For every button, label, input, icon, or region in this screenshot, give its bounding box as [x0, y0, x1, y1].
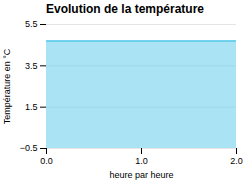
svg-text:1.5: 1.5 — [25, 102, 38, 112]
svg-text:1.0: 1.0 — [135, 156, 148, 166]
svg-text:Température en °C: Température en °C — [2, 48, 12, 124]
html-text:Evolution de la température: Evolution de la température — [46, 2, 204, 16]
svg-text:5.5: 5.5 — [25, 19, 38, 29]
svg-text:3.5: 3.5 — [25, 61, 38, 71]
svg-text:2.0: 2.0 — [230, 156, 243, 166]
svg-text:heure par heure: heure par heure — [109, 170, 173, 180]
svg-text:0.0: 0.0 — [40, 156, 53, 166]
svg-text:−0.5: −0.5 — [20, 143, 38, 153]
